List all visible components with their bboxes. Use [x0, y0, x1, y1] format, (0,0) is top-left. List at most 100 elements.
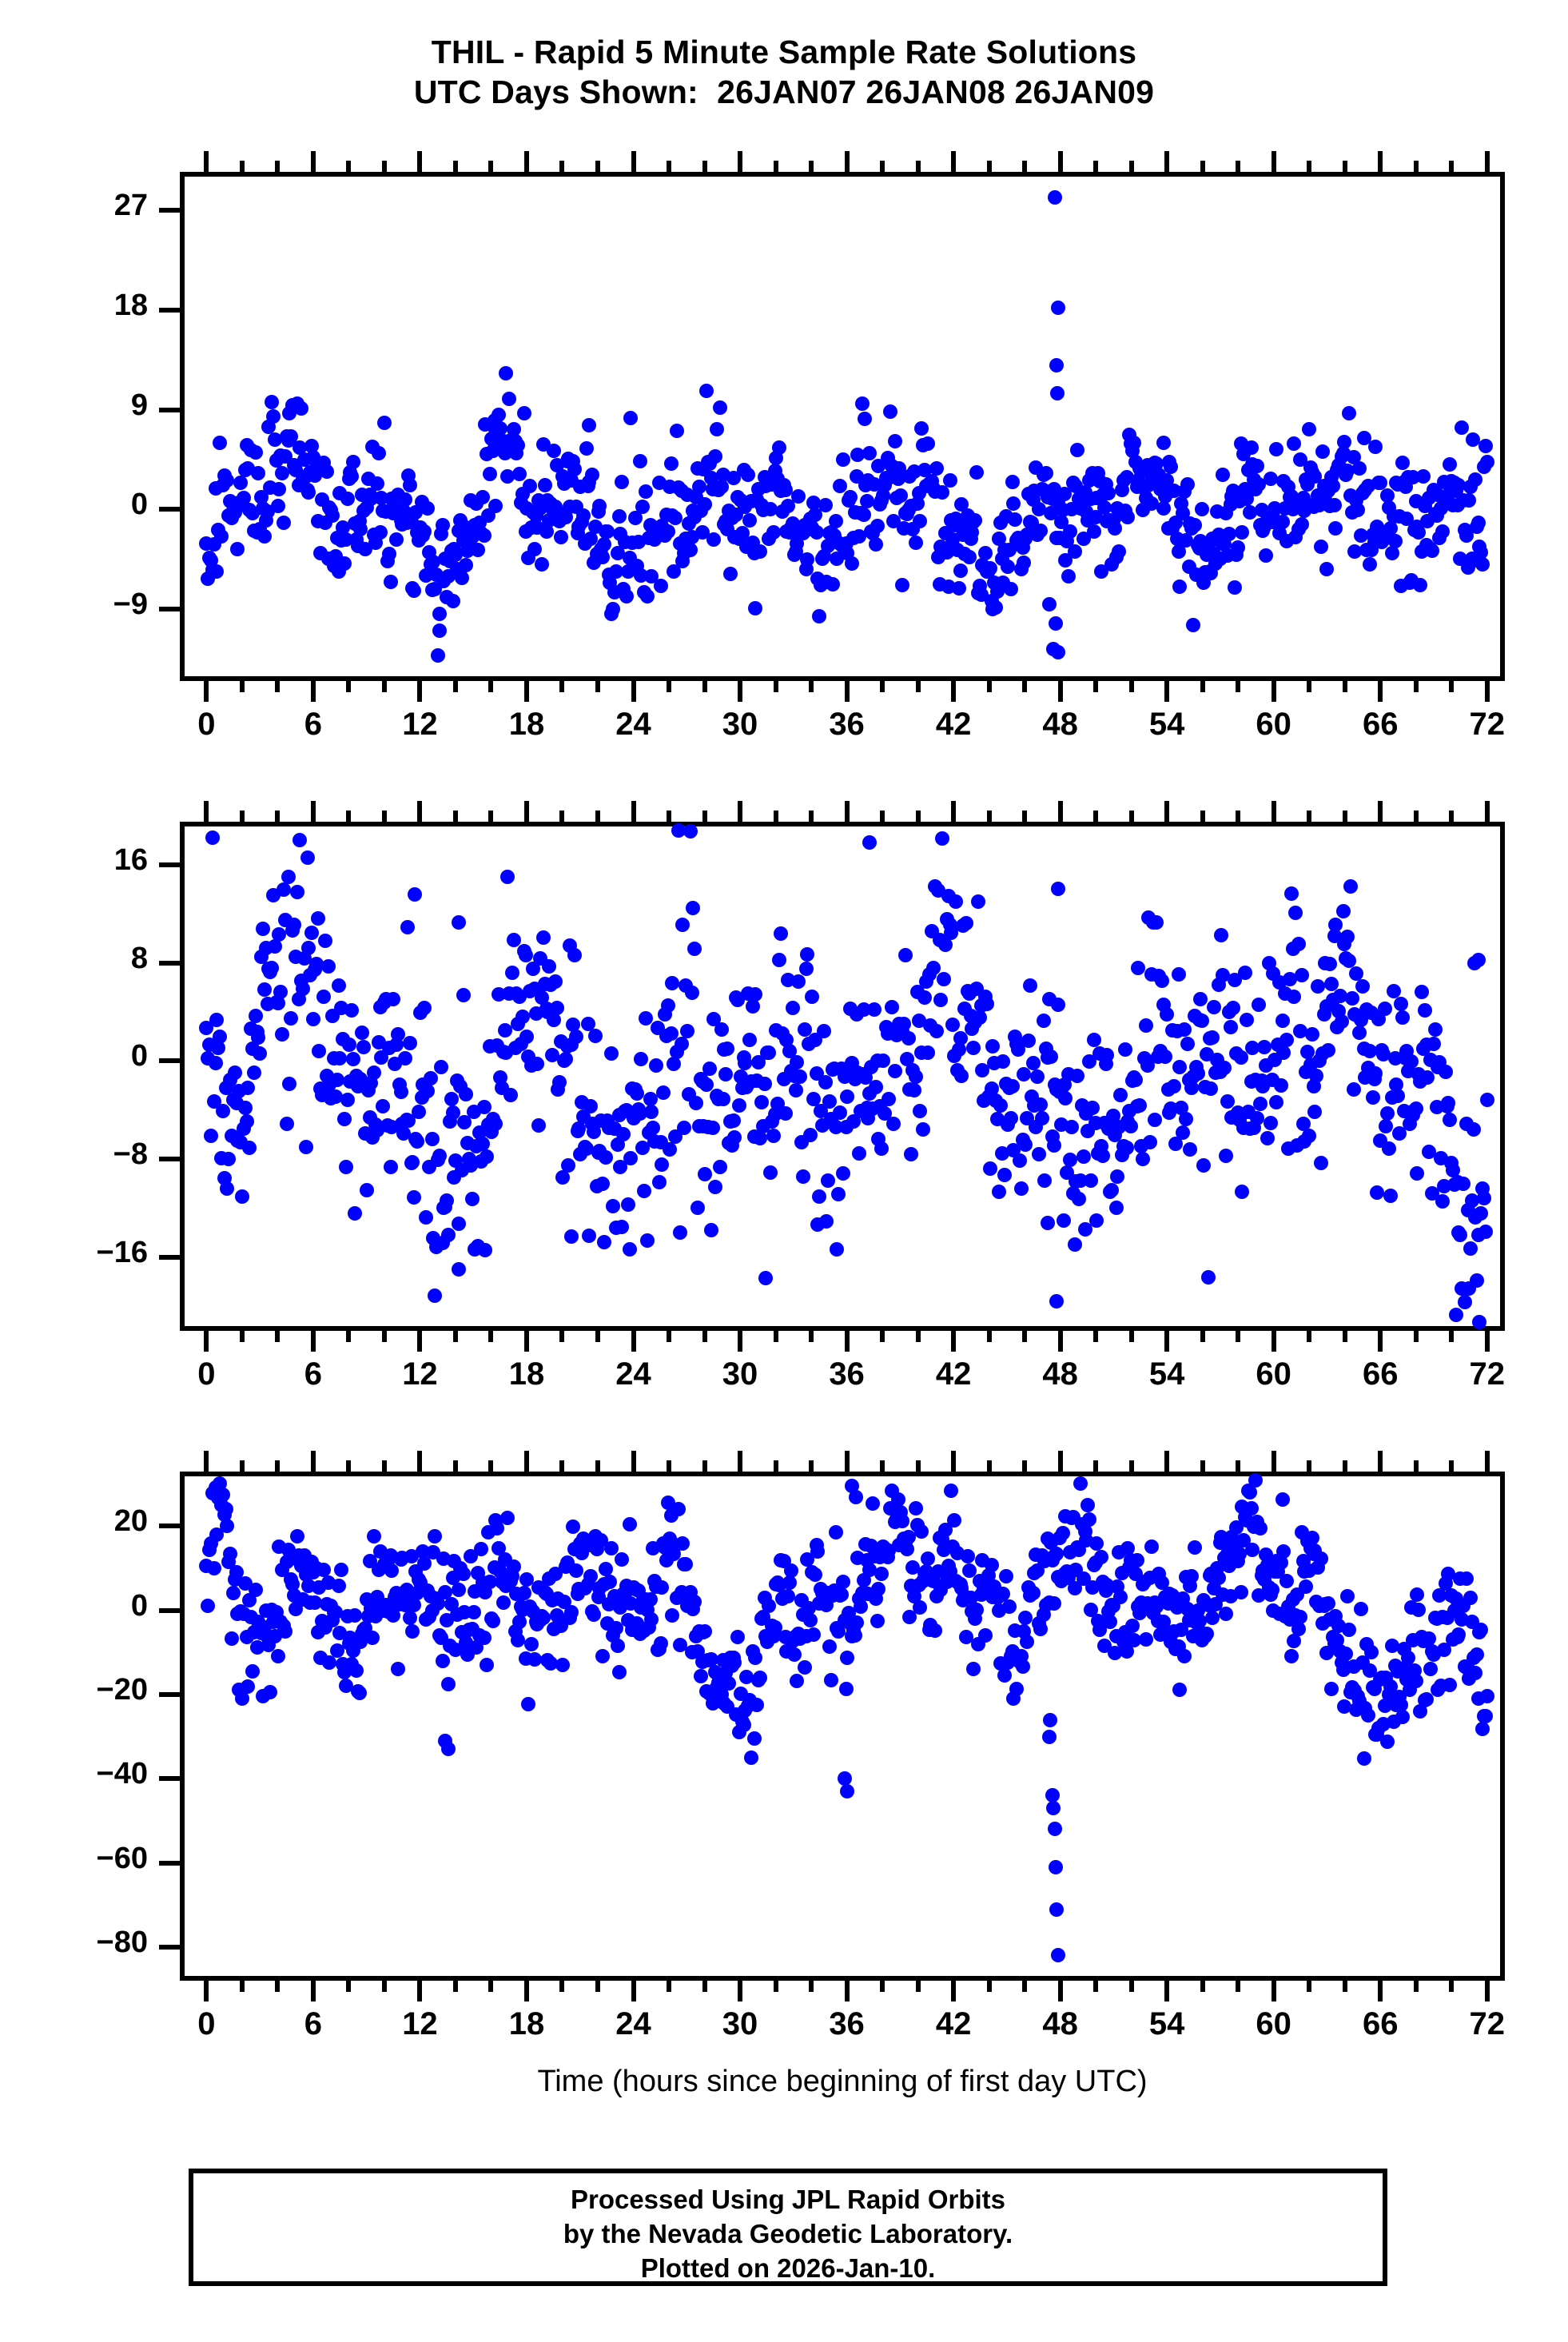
data-point: [1049, 1547, 1065, 1562]
axis-tick: [951, 151, 957, 172]
data-point: [289, 1528, 304, 1543]
data-point: [1230, 540, 1245, 555]
ytick-label-east: 18: [113, 289, 148, 323]
axis-tick: [1236, 161, 1241, 172]
data-point: [1383, 521, 1399, 536]
data-point: [1478, 1709, 1493, 1724]
data-point: [506, 421, 521, 436]
data-point: [393, 1084, 408, 1099]
data-point: [635, 500, 651, 515]
data-point: [908, 535, 923, 550]
data-point: [846, 1114, 861, 1129]
data-point: [1082, 1512, 1097, 1527]
data-point: [1301, 422, 1316, 437]
data-point: [1423, 1661, 1439, 1676]
data-point: [834, 1587, 850, 1603]
data-point: [1120, 510, 1136, 525]
axis-tick: [880, 681, 885, 692]
data-point: [555, 1657, 570, 1672]
axis-tick: [452, 681, 458, 692]
data-point: [580, 1017, 595, 1032]
data-point: [885, 1000, 900, 1015]
data-point: [966, 1661, 981, 1676]
data-point: [471, 543, 486, 558]
data-point: [1072, 1191, 1087, 1206]
data-point: [730, 1630, 746, 1645]
axis-tick: [844, 1451, 850, 1472]
axis-tick: [1307, 1460, 1312, 1472]
data-point: [535, 930, 551, 946]
data-point: [340, 491, 355, 506]
data-point: [757, 1076, 772, 1091]
data-point: [298, 1140, 313, 1155]
data-point: [270, 1649, 285, 1664]
data-point: [833, 479, 848, 494]
data-point: [1292, 1610, 1307, 1625]
data-point: [1395, 1010, 1410, 1026]
data-point: [1033, 1097, 1048, 1112]
data-point: [583, 1098, 599, 1113]
data-point: [423, 1071, 438, 1086]
data-point: [1339, 1646, 1354, 1661]
data-point: [831, 1186, 846, 1201]
axis-tick: [1200, 681, 1205, 692]
data-point: [346, 1051, 361, 1066]
data-point: [407, 583, 422, 598]
data-point: [660, 524, 675, 539]
data-point: [797, 1022, 812, 1037]
axis-tick: [1057, 1331, 1063, 1352]
data-point: [1410, 1166, 1425, 1181]
data-point: [512, 467, 527, 482]
data-point: [840, 1651, 855, 1666]
data-point: [951, 580, 966, 595]
axis-tick: [1378, 1451, 1383, 1472]
axis-tick: [595, 811, 600, 822]
data-point: [525, 961, 540, 976]
data-point: [1218, 1148, 1233, 1163]
xaxis-title: Time (hours since beginning of first day…: [537, 2065, 1148, 2098]
data-point: [782, 1043, 798, 1058]
axis-tick: [1093, 811, 1099, 822]
axis-tick: [452, 1981, 458, 1992]
data-point: [1015, 1659, 1030, 1674]
data-point: [1221, 526, 1236, 541]
data-point: [432, 623, 447, 639]
axis-tick: [1449, 1460, 1455, 1472]
data-point: [734, 525, 750, 540]
ytick-label-north: 8: [130, 941, 148, 975]
data-point: [1291, 937, 1306, 952]
axis-tick: [1236, 681, 1241, 692]
data-point: [1063, 524, 1077, 539]
data-point: [752, 544, 767, 559]
data-point: [376, 1099, 391, 1114]
data-point: [1119, 1140, 1134, 1155]
data-point: [1148, 915, 1164, 930]
data-point-outlier: [1049, 1859, 1064, 1874]
data-point: [1009, 1682, 1025, 1697]
data-point: [267, 432, 282, 447]
data-point: [286, 917, 301, 932]
axis-tick: [488, 811, 494, 822]
data-point: [476, 1100, 491, 1115]
data-point: [1325, 478, 1340, 493]
data-point: [1067, 1237, 1082, 1253]
axis-tick: [159, 1944, 180, 1950]
data-point: [201, 1599, 216, 1614]
data-point: [1263, 1115, 1278, 1130]
data-point: [629, 1086, 644, 1101]
axis-tick: [951, 801, 957, 822]
data-point: [669, 423, 684, 438]
data-point: [1323, 1682, 1339, 1697]
data-point: [1353, 528, 1368, 544]
axis-tick: [1484, 1981, 1490, 2001]
data-point: [874, 1567, 889, 1582]
data-point: [599, 524, 615, 540]
data-point: [209, 564, 225, 579]
data-point: [389, 532, 404, 547]
data-point: [1467, 1666, 1482, 1681]
data-point: [904, 1147, 919, 1162]
data-point: [1395, 1709, 1410, 1724]
data-point: [516, 406, 531, 421]
data-point: [1008, 512, 1023, 528]
data-point: [1295, 491, 1311, 506]
